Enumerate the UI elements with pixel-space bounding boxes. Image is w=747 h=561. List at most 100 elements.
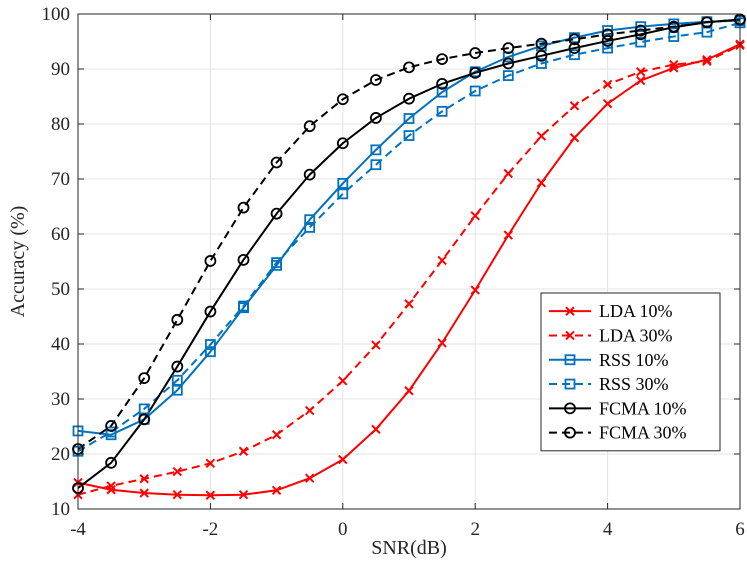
data-point-lda-10pct xyxy=(437,338,447,348)
data-point-fcma-30pct xyxy=(469,47,482,59)
legend-item-fcma-10pct: FCMA 10% xyxy=(549,398,687,418)
legend: LDA 10% LDA 30% RSS 10% RSS 30% FCMA 10% FCMA… xyxy=(540,292,721,452)
data-point-rss-10pct xyxy=(403,113,415,124)
data-point-fcma-10pct xyxy=(502,57,515,70)
data-point-lda-10pct xyxy=(271,485,282,496)
y-tick-label: 70 xyxy=(51,169,70,190)
tick-labels: -4 -2 0 2 4 6 10 20 30 40 50 60 70 80 90 100 xyxy=(42,4,745,540)
x-tick-label: 4 xyxy=(603,519,613,540)
data-point-fcma-10pct xyxy=(568,42,581,54)
data-point-rss-30pct xyxy=(569,49,580,61)
data-point-lda-10pct xyxy=(536,178,547,188)
legend-marker-fcma-30pct xyxy=(564,426,576,439)
data-point-lda-30pct xyxy=(602,79,613,90)
legend-item-rss-30pct: RSS 30% xyxy=(549,374,669,394)
axes xyxy=(77,13,741,510)
data-point-lda-30pct xyxy=(271,430,282,440)
legend-item-rss-10pct: RSS 10% xyxy=(549,350,669,370)
data-point-rss-30pct xyxy=(171,374,183,386)
data-point-rss-30pct xyxy=(469,85,481,97)
x-tick-label: 0 xyxy=(338,519,348,540)
data-point-rss-10pct xyxy=(436,86,448,98)
data-point-lda-30pct xyxy=(106,481,116,491)
data-point-fcma-10pct xyxy=(634,28,647,41)
data-point-lda-10pct xyxy=(106,485,116,495)
y-tick-label: 50 xyxy=(51,279,70,300)
data-point-rss-10pct xyxy=(204,346,216,358)
data-point-fcma-30pct xyxy=(667,20,680,33)
data-point-rss-30pct xyxy=(370,159,382,171)
legend-label-rss-30pct: RSS 30% xyxy=(599,374,669,394)
data-point-lda-10pct xyxy=(238,489,249,500)
y-tick-label: 30 xyxy=(51,389,70,410)
data-point-lda-30pct xyxy=(437,255,447,266)
data-point-lda-30pct xyxy=(139,474,149,484)
data-point-lda-30pct xyxy=(371,340,381,350)
data-point-lda-30pct xyxy=(503,168,514,179)
data-point-fcma-10pct xyxy=(436,77,449,90)
data-point-fcma-30pct xyxy=(171,313,184,326)
data-point-lda-30pct xyxy=(569,101,580,111)
data-point-rss-30pct xyxy=(502,70,514,81)
legend-label-rss-10pct: RSS 10% xyxy=(599,350,669,370)
data-point-fcma-30pct xyxy=(568,33,581,46)
y-tick-label: 60 xyxy=(51,224,70,245)
data-point-rss-30pct xyxy=(105,426,117,438)
data-point-fcma-30pct xyxy=(535,37,548,50)
data-point-lda-10pct xyxy=(404,386,414,396)
data-point-lda-30pct xyxy=(669,59,679,70)
data-point-lda-30pct xyxy=(404,299,414,309)
data-point-fcma-10pct xyxy=(336,137,349,150)
data-point-lda-10pct xyxy=(205,490,216,500)
data-point-rss-10pct xyxy=(171,384,183,396)
data-point-lda-30pct xyxy=(304,405,315,416)
data-point-fcma-30pct xyxy=(237,201,250,214)
data-point-lda-10pct xyxy=(569,133,580,143)
data-point-lda-10pct xyxy=(503,230,514,240)
x-tick-label: 2 xyxy=(470,519,480,540)
data-point-fcma-30pct xyxy=(336,93,349,106)
data-point-rss-30pct xyxy=(238,300,249,312)
data-point-rss-30pct xyxy=(602,42,613,54)
axes-box xyxy=(77,13,741,510)
data-point-fcma-30pct xyxy=(105,420,117,432)
data-point-lda-30pct xyxy=(470,211,480,221)
data-point-lda-10pct xyxy=(470,285,480,295)
data-point-fcma-30pct xyxy=(436,53,449,65)
data-point-rss-10pct xyxy=(602,25,613,36)
data-point-lda-10pct xyxy=(602,98,613,109)
legend-marker-lda-30pct xyxy=(565,330,575,341)
y-tick-label: 20 xyxy=(51,444,70,465)
legend-label-fcma-10pct: FCMA 10% xyxy=(599,398,687,418)
data-point-lda-30pct xyxy=(338,376,348,386)
data-point-rss-30pct xyxy=(271,257,283,269)
data-point-lda-10pct xyxy=(669,63,679,73)
data-point-rss-30pct xyxy=(304,221,316,233)
y-tick-label: 100 xyxy=(42,4,71,25)
legend-marker-lda-10pct xyxy=(565,306,575,316)
data-point-fcma-30pct xyxy=(701,16,713,29)
data-point-fcma-30pct xyxy=(634,24,647,37)
data-point-lda-30pct xyxy=(702,56,712,67)
legend-item-fcma-30pct: FCMA 30% xyxy=(549,423,687,443)
data-point-rss-10pct xyxy=(337,177,349,189)
x-tick-label: 6 xyxy=(735,519,745,540)
data-point-fcma-10pct xyxy=(105,456,117,469)
data-point-lda-10pct xyxy=(172,489,183,500)
data-point-fcma-10pct xyxy=(138,413,151,426)
data-point-rss-30pct xyxy=(436,105,448,117)
data-point-lda-10pct xyxy=(635,75,646,86)
data-point-rss-30pct xyxy=(337,188,349,200)
data-point-fcma-30pct xyxy=(502,42,515,54)
data-point-fcma-10pct xyxy=(303,168,316,181)
data-point-lda-10pct xyxy=(371,424,381,434)
data-point-fcma-30pct xyxy=(270,156,283,169)
y-axis-title: Accuracy (%) xyxy=(7,206,29,318)
series-line-rss-10pct xyxy=(77,19,741,436)
legend-item-lda-10pct: LDA 10% xyxy=(549,301,673,321)
y-tick-label: 10 xyxy=(51,499,70,520)
data-point-rss-30pct xyxy=(536,58,547,69)
data-point-lda-10pct xyxy=(702,54,712,65)
data-point-fcma-10pct xyxy=(403,92,415,105)
